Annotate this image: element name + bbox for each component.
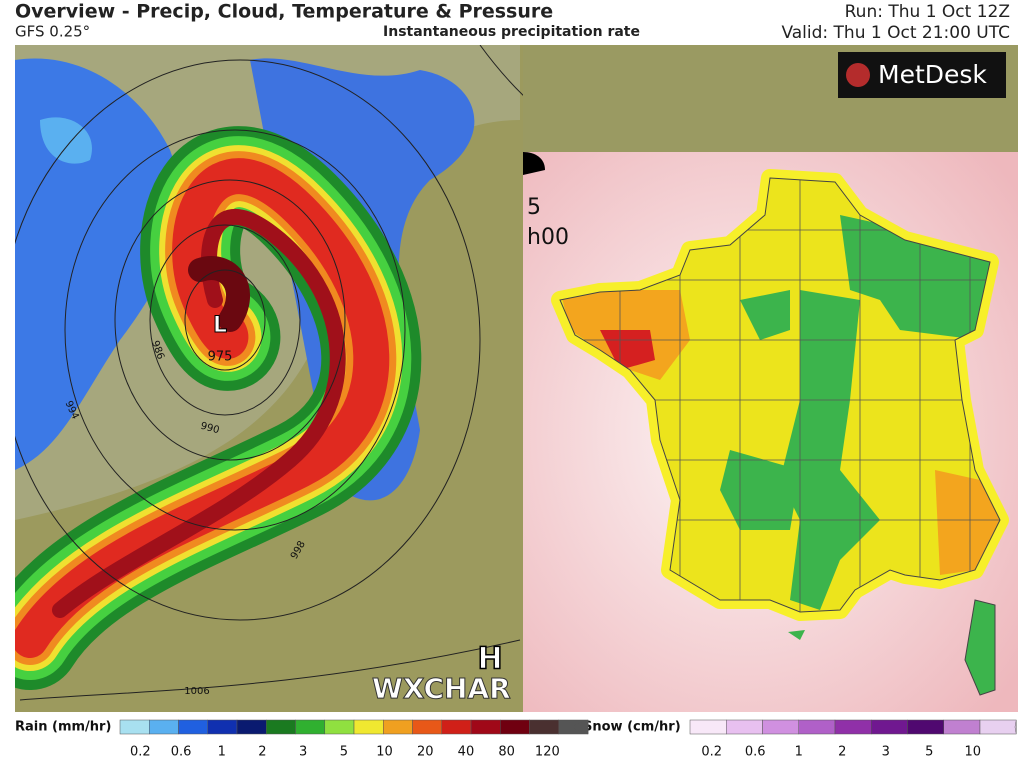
low-pressure: 975 (208, 350, 233, 365)
rain-color (119, 719, 150, 735)
rain-color (383, 719, 413, 735)
logo-icon (846, 63, 870, 87)
snow-color (871, 719, 908, 735)
rain-label: 20 (417, 745, 434, 760)
rain-color (500, 719, 530, 735)
model: GFS 0.25° (15, 23, 90, 41)
snow-label: 0.6 (745, 745, 766, 760)
rain-label: 3 (299, 745, 307, 760)
rain-arrow (569, 719, 589, 735)
logo-text: MetDesk (878, 60, 987, 89)
rain-label: 120 (535, 745, 560, 760)
low-label: L (213, 313, 227, 338)
valid: Valid: Thu 1 Oct 21:00 UTC (781, 23, 1010, 43)
rain-color (178, 719, 209, 735)
rain-light (15, 58, 180, 470)
rain-band (15, 126, 422, 690)
rain-label: 2 (258, 745, 266, 760)
rain-color (266, 719, 296, 735)
snow-color (979, 719, 1017, 735)
snow-label: 3 (882, 745, 890, 760)
snow-label: 1 (795, 745, 803, 760)
run: Run: Thu 1 Oct 12Z (845, 2, 1010, 22)
isobars (15, 45, 523, 701)
inset-map: 5 h00 (523, 152, 1018, 712)
rain-color (236, 719, 267, 735)
snow-color (834, 719, 872, 735)
rain-label: 80 (498, 745, 515, 760)
snow-color (726, 719, 763, 735)
legend: Rain (mm/hr) Snow (cm/hr) 0.2 0.6 1 2 3 5 10 20… (15, 719, 1017, 760)
rain-color (207, 719, 238, 735)
inset-text: 5 (527, 195, 541, 220)
header: Overview - Precip, Cloud, Temperature & … (15, 1, 1010, 44)
rain-color (295, 719, 326, 735)
logo: MetDesk (838, 52, 1006, 98)
rain-color (324, 719, 355, 735)
snow-legend-title: Snow (cm/hr) (583, 720, 681, 735)
inset-text: h00 (527, 225, 569, 250)
rain-color (441, 719, 472, 735)
rain-label: 5 (340, 745, 348, 760)
watermark: WXCHAR (372, 672, 511, 705)
snow-label: 5 (925, 745, 933, 760)
snow-color (762, 719, 799, 735)
island (788, 630, 805, 640)
isobar-label: 1006 (184, 686, 209, 697)
rain-color (470, 719, 501, 735)
isobar-label: 990 (199, 421, 220, 437)
rain-color (149, 719, 179, 735)
rain-label: 0.6 (171, 745, 192, 760)
rain-color (412, 719, 443, 735)
weather-map: L 975 98699499099810021006 H WXCHAR (15, 45, 523, 712)
snow-label: 10 (964, 745, 981, 760)
high-label: H (477, 642, 502, 677)
snow-color (943, 719, 981, 735)
snow-arrow (1014, 719, 1017, 735)
snow-color (798, 719, 836, 735)
rain-label: 0.2 (130, 745, 151, 760)
rain-label: 1 (218, 745, 226, 760)
rain-color (529, 719, 560, 735)
snow-label: 2 (838, 745, 846, 760)
snow-color (907, 719, 944, 735)
rain-legend-title: Rain (mm/hr) (15, 720, 111, 735)
rain-label: 10 (376, 745, 393, 760)
rain-light (40, 117, 92, 164)
subtitle: Instantaneous precipitation rate (383, 24, 640, 40)
corner (523, 152, 545, 175)
title: Overview - Precip, Cloud, Temperature & … (15, 1, 553, 23)
rain-color (353, 719, 384, 735)
snow-label: 0.2 (701, 745, 722, 760)
rain-label: 40 (458, 745, 475, 760)
snow-color (689, 719, 727, 735)
corsica (964, 599, 996, 696)
